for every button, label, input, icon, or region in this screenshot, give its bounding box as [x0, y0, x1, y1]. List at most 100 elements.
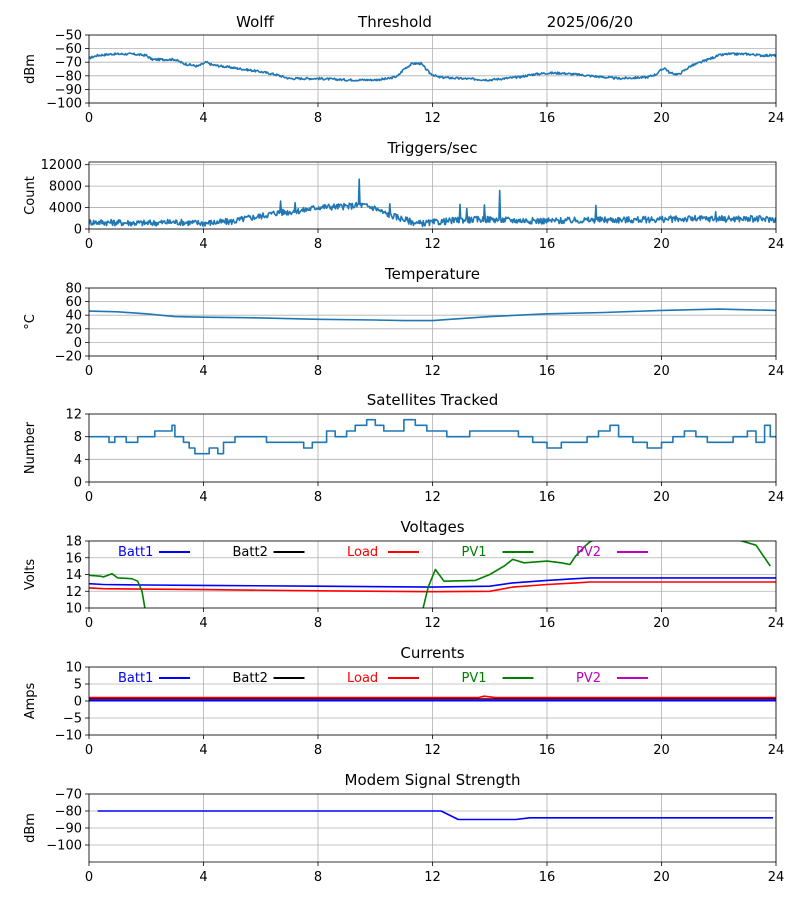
y-axis-label: dBm — [23, 813, 38, 843]
x-tick-label: 8 — [314, 364, 322, 379]
y-axis-label: Number — [23, 421, 38, 474]
x-tick-label: 0 — [85, 616, 93, 631]
plot-frame — [88, 540, 777, 609]
x-tick-label: 12 — [424, 364, 441, 379]
x-tick-label: 12 — [424, 743, 441, 758]
x-tick-label: 8 — [314, 743, 322, 758]
series-line — [89, 308, 776, 322]
x-tick-label: 12 — [424, 616, 441, 631]
x-tick-label: 16 — [539, 364, 556, 379]
x-tick-label: 4 — [199, 111, 207, 126]
legend-label-load: Load — [347, 671, 378, 686]
y-tick-label: 80 — [65, 282, 82, 297]
x-tick-label: 8 — [314, 870, 322, 885]
y-tick-label: 60 — [65, 295, 82, 310]
panel-title: Modem Signal Strength — [345, 771, 521, 789]
panel-threshold: dBm 0 4 8 12 16 20 24 −100−90−80−70−60−50 — [23, 29, 784, 127]
x-tick-label: 16 — [539, 616, 556, 631]
x-tick-label: 16 — [539, 111, 556, 126]
x-tick-label: 0 — [85, 490, 93, 505]
header-date: 2025/06/20 — [547, 13, 633, 31]
series-line — [89, 418, 776, 455]
y-tick-label: −90 — [55, 83, 82, 98]
series-line — [89, 178, 776, 228]
x-tick-label: 20 — [653, 111, 670, 126]
y-tick-label: 8000 — [49, 180, 82, 195]
panel-modem: Modem Signal Strength dBm 0 4 8 12 16 20 24 −100 −… — [23, 771, 784, 885]
x-tick-label: 0 — [85, 237, 93, 252]
y-axis-label: dBm — [23, 54, 38, 84]
x-tick-label: 4 — [199, 237, 207, 252]
legend-label-load: Load — [347, 545, 378, 560]
y-tick-label: −50 — [55, 29, 82, 44]
y-axis-label: °C — [23, 314, 38, 330]
y-tick-label: −10 — [55, 729, 82, 744]
plot-frame — [88, 161, 777, 230]
panel-title: Temperature — [384, 265, 480, 283]
series-line-load — [89, 695, 776, 699]
y-tick-label: 16 — [65, 551, 82, 566]
legend-label-pv2: PV2 — [576, 545, 601, 560]
x-tick-label: 8 — [314, 111, 322, 126]
x-tick-label: 20 — [653, 743, 670, 758]
y-tick-label: −60 — [55, 42, 82, 57]
x-tick-label: 12 — [424, 237, 441, 252]
y-tick-label: 10 — [65, 661, 82, 676]
x-tick-label: 20 — [653, 237, 670, 252]
x-tick-label: 16 — [539, 490, 556, 505]
y-tick-label: 14 — [65, 568, 82, 583]
x-tick-label: 24 — [768, 364, 785, 379]
x-tick-label: 20 — [653, 364, 670, 379]
x-tick-label: 4 — [199, 616, 207, 631]
x-tick-label: 12 — [424, 870, 441, 885]
y-tick-label: 12 — [65, 585, 82, 600]
y-tick-label: −80 — [55, 69, 82, 84]
x-tick-label: 16 — [539, 870, 556, 885]
panel-title: Satellites Tracked — [367, 391, 498, 409]
x-tick-label: 12 — [424, 490, 441, 505]
panel-title: Currents — [400, 644, 464, 662]
x-tick-label: 4 — [199, 743, 207, 758]
panel-triggers: Triggers/sec Count 0 4 8 12 16 20 24 0 4000 8000 120… — [23, 139, 784, 252]
panel-title: Triggers/sec — [387, 139, 478, 157]
y-tick-label: 0 — [74, 336, 82, 351]
y-tick-label: 8 — [74, 430, 82, 445]
x-tick-label: 24 — [768, 616, 785, 631]
x-tick-label: 20 — [653, 490, 670, 505]
x-tick-label: 24 — [768, 111, 785, 126]
x-tick-label: 24 — [768, 743, 785, 758]
x-tick-label: 0 — [85, 111, 93, 126]
plot-frame — [88, 287, 777, 357]
legend-label-pv1: PV1 — [462, 671, 487, 686]
y-tick-label: −70 — [55, 788, 82, 803]
y-tick-label: 20 — [65, 322, 82, 337]
y-tick-label: −90 — [55, 822, 82, 837]
x-tick-label: 0 — [85, 870, 93, 885]
y-tick-label: −70 — [55, 56, 82, 71]
y-axis-label: Amps — [23, 682, 38, 719]
series-line-pv1 — [89, 572, 146, 608]
panel-title: Voltages — [400, 518, 464, 536]
y-tick-label: −100 — [46, 839, 82, 854]
series-line-pv1 — [422, 541, 595, 608]
legend-label-batt1: Batt1 — [118, 545, 153, 560]
panel-satellites: Satellites Tracked Number 0 4 8 12 16 20 24 0 4 8 12 — [23, 391, 784, 505]
plot-frame — [88, 793, 777, 863]
series-line-pv1 — [737, 541, 771, 567]
y-tick-label: 5 — [74, 678, 82, 693]
legend-label-batt1: Batt1 — [118, 671, 153, 686]
y-tick-label: 12 — [65, 408, 82, 423]
y-tick-label: −20 — [55, 350, 82, 365]
series-line — [97, 810, 774, 821]
y-tick-label: −5 — [63, 712, 82, 727]
x-tick-label: 0 — [85, 743, 93, 758]
header-label: Threshold — [357, 13, 432, 31]
y-tick-label: 18 — [65, 535, 82, 550]
x-tick-label: 20 — [653, 870, 670, 885]
y-tick-label: −80 — [55, 805, 82, 820]
y-axis-label: Volts — [23, 559, 38, 591]
